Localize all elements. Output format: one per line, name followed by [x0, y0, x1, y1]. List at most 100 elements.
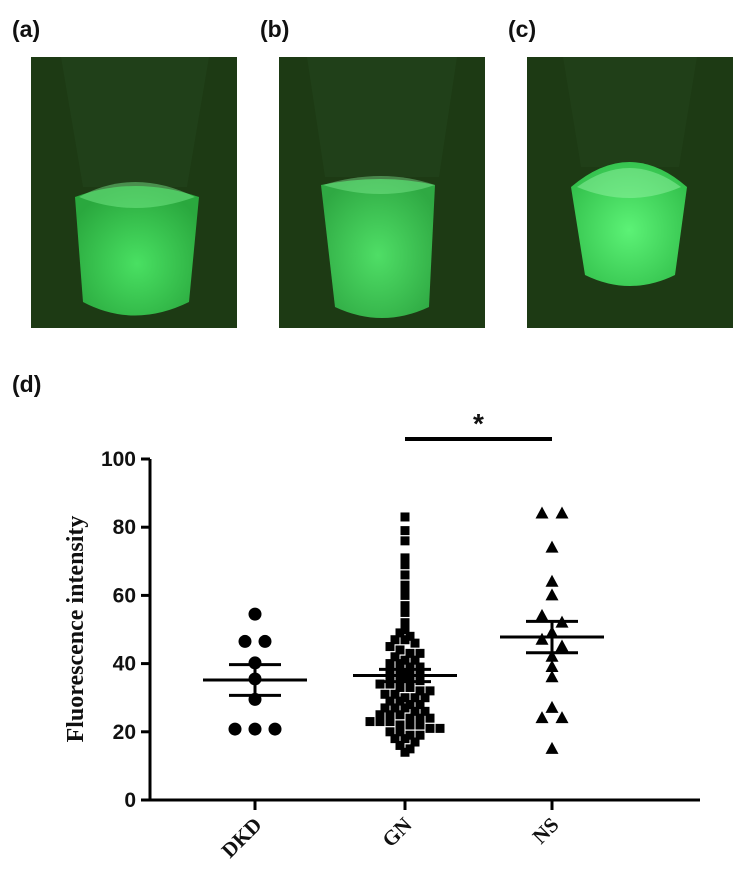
- data-point-gn-38: [375, 679, 385, 689]
- data-point-gn-41: [405, 682, 415, 692]
- data-point-gn-6: [385, 727, 395, 737]
- data-point-dkd-1: [248, 722, 262, 736]
- data-point-gn-56: [390, 652, 400, 662]
- data-point-gn-14: [405, 720, 415, 730]
- data-point-gn-10: [365, 717, 375, 727]
- data-point-gn-59: [385, 642, 395, 652]
- data-point-ns-5: [545, 660, 559, 673]
- data-point-gn-11: [375, 717, 385, 727]
- data-point-gn-3: [390, 734, 400, 744]
- data-point-ns-3: [545, 700, 559, 713]
- data-point-gn-74: [400, 580, 410, 590]
- data-point-gn-2: [405, 744, 415, 754]
- data-point-gn-23: [425, 713, 435, 723]
- y-tick-label-40: 40: [113, 653, 136, 676]
- category-label-ns: NS: [528, 813, 564, 849]
- data-point-gn-64: [400, 635, 410, 645]
- chart-points: [228, 506, 569, 757]
- data-point-gn-0: [400, 747, 410, 757]
- data-point-gn-42: [415, 686, 425, 696]
- panel-label-a: (a): [12, 16, 41, 42]
- data-point-gn-25: [390, 703, 400, 713]
- data-point-dkd-6: [238, 634, 252, 648]
- data-point-ns-8: [555, 639, 569, 652]
- tube-photo-c: [527, 57, 733, 328]
- data-point-gn-35: [400, 693, 410, 703]
- data-point-gn-67: [405, 631, 415, 641]
- data-point-gn-80: [400, 512, 410, 522]
- data-point-gn-65: [410, 638, 420, 648]
- panel-label-c: (c): [508, 16, 537, 42]
- panel-label-d: (d): [12, 371, 42, 397]
- data-point-gn-9: [415, 730, 425, 740]
- data-point-gn-28: [420, 706, 430, 716]
- data-point-gn-76: [400, 560, 410, 570]
- data-point-gn-7: [395, 727, 405, 737]
- data-point-gn-43: [425, 686, 435, 696]
- data-point-gn-37: [420, 693, 430, 703]
- data-point-gn-61: [405, 648, 415, 658]
- data-point-dkd-0: [228, 722, 242, 736]
- significance-star: *: [473, 408, 484, 439]
- data-point-gn-26: [400, 703, 410, 713]
- data-point-gn-5: [410, 737, 420, 747]
- data-point-ns-12: [545, 588, 559, 601]
- data-point-dkd-5: [248, 656, 262, 670]
- data-point-ns-16: [555, 506, 569, 519]
- data-point-gn-54: [405, 662, 415, 672]
- panel-label-b: (b): [260, 16, 290, 42]
- category-label-dkd: DKD: [217, 813, 267, 863]
- y-tick-label-60: 60: [113, 584, 136, 607]
- data-point-gn-27: [410, 706, 420, 716]
- data-point-gn-8: [405, 730, 415, 740]
- chart-axes: [148, 459, 700, 802]
- data-point-ns-2: [555, 711, 569, 724]
- data-point-gn-75: [400, 570, 410, 580]
- chart-mean-sem: [203, 619, 604, 697]
- data-point-gn-40: [395, 682, 405, 692]
- data-point-gn-51: [415, 669, 425, 679]
- data-point-ns-15: [535, 506, 549, 519]
- data-point-gn-63: [390, 635, 400, 645]
- data-point-dkd-8: [248, 607, 262, 621]
- data-point-gn-71: [400, 601, 410, 611]
- data-point-gn-29: [385, 696, 395, 706]
- data-point-gn-72: [400, 590, 410, 600]
- data-point-gn-31: [405, 700, 415, 710]
- data-point-ns-10: [535, 608, 549, 621]
- data-point-dkd-2: [268, 722, 282, 736]
- y-tick-label-0: 0: [124, 789, 136, 812]
- data-point-gn-18: [375, 710, 385, 720]
- data-point-gn-79: [400, 526, 410, 536]
- data-point-ns-14: [545, 540, 559, 553]
- data-point-gn-60: [395, 645, 405, 655]
- data-point-ns-0: [545, 741, 559, 754]
- data-point-gn-68: [400, 625, 410, 634]
- y-tick-label-20: 20: [113, 721, 136, 744]
- y-tick-label-80: 80: [113, 516, 136, 539]
- data-point-gn-39: [385, 679, 395, 689]
- data-point-gn-13: [395, 720, 405, 730]
- data-point-gn-4: [400, 734, 410, 744]
- data-point-gn-1: [395, 740, 405, 750]
- data-point-ns-7: [535, 632, 549, 645]
- data-point-gn-20: [395, 710, 405, 720]
- data-point-gn-62: [415, 648, 425, 658]
- y-axis-title: Fluorescence intensity: [63, 516, 89, 743]
- data-point-ns-6: [545, 649, 559, 662]
- data-point-gn-36: [410, 693, 420, 703]
- data-point-gn-45: [395, 672, 405, 682]
- y-tick-label-100: 100: [101, 448, 136, 471]
- data-point-gn-34: [390, 689, 400, 699]
- data-point-gn-17: [435, 723, 445, 733]
- data-point-gn-44: [385, 672, 395, 682]
- data-point-gn-69: [400, 618, 410, 628]
- data-point-gn-50: [405, 669, 415, 679]
- data-point-gn-66: [395, 628, 405, 638]
- data-point-gn-53: [395, 659, 405, 669]
- data-point-gn-33: [380, 689, 390, 699]
- data-point-gn-52: [385, 659, 395, 669]
- data-point-gn-12: [385, 717, 395, 727]
- data-point-ns-4: [545, 670, 559, 683]
